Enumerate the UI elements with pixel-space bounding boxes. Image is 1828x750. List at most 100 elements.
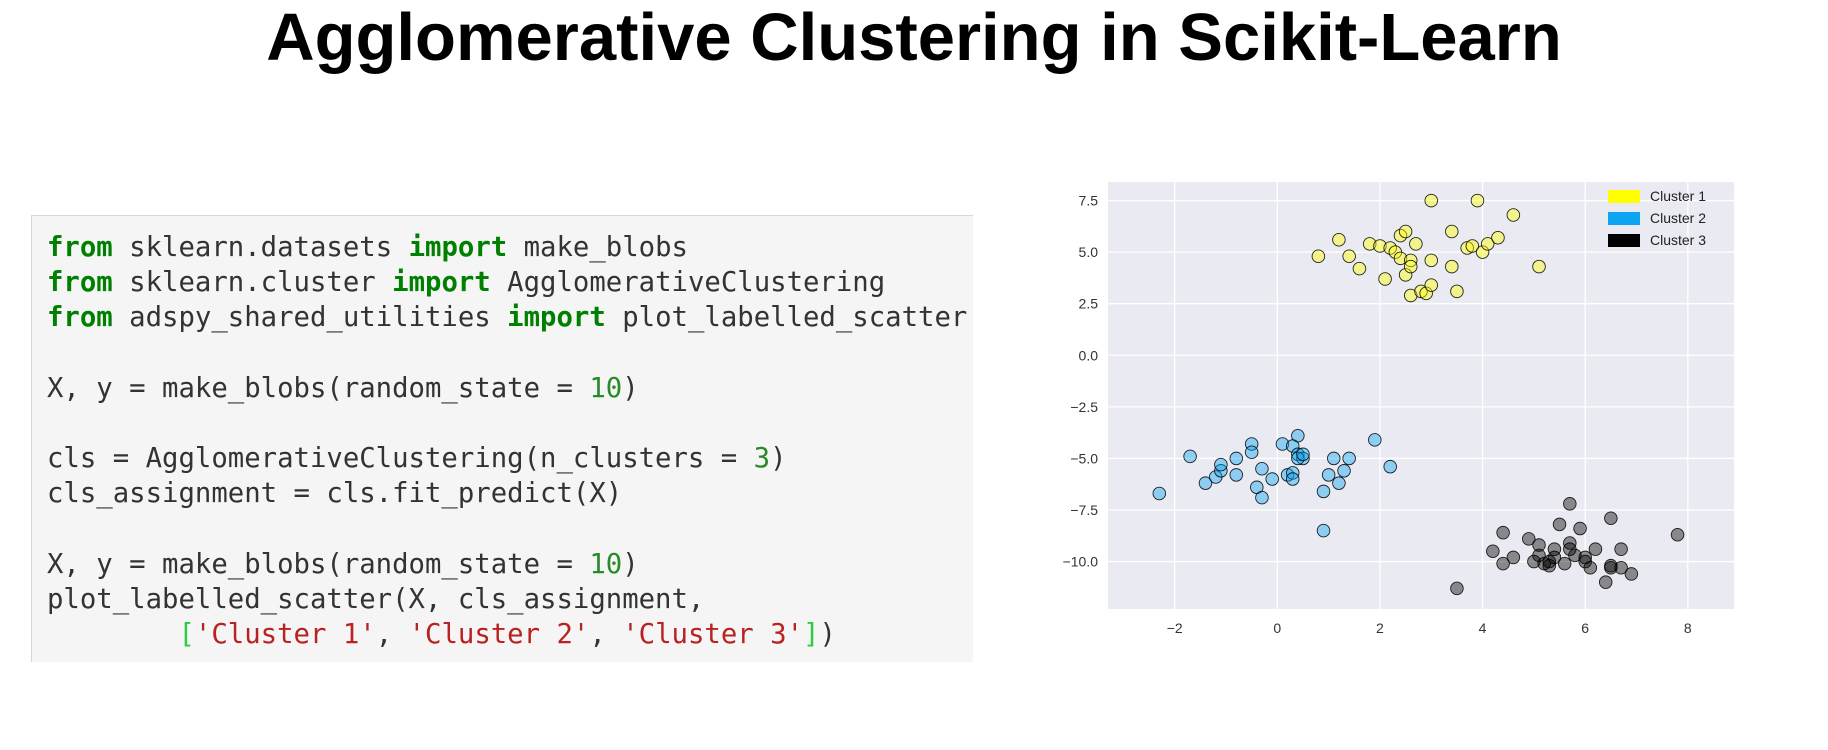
code-token: ] [803,619,820,651]
legend-label: Cluster 1 [1650,188,1706,204]
code-token: [ [178,619,195,651]
data-point [1198,476,1213,490]
code-token: 'Cluster 1' [194,619,376,651]
code-token: plot_labelled_scatter(X, cls_assignment, [47,583,705,615]
x-tick-label: 6 [1581,620,1589,636]
code-token: 'Cluster 2' [408,619,590,651]
y-tick-label: −7.5 [1070,502,1098,518]
data-point [1532,538,1546,552]
y-tick-label: −5.0 [1070,450,1098,466]
x-tick-label: 0 [1273,620,1281,636]
data-point [1470,193,1485,208]
x-tick-label: −2 [1167,620,1183,636]
code-token: ) [770,443,787,475]
data-point [1321,468,1336,482]
data-point [1670,527,1685,542]
code-token: cls = AgglomerativeClustering(n_clusters… [47,443,754,475]
code-token [47,619,178,650]
data-point [1265,472,1279,486]
code-token: plot_labelled_scatter [605,302,968,334]
data-point [1409,237,1423,251]
data-point [1450,284,1464,299]
data-point [1398,224,1413,239]
data-point [1285,472,1300,486]
code-line [47,406,967,441]
data-point [1532,259,1546,274]
data-point [1604,558,1618,573]
code-token: cls_assignment = cls.fit_predict(X) [47,478,623,510]
data-point [1285,439,1300,453]
data-point [1296,447,1310,462]
y-tick-label: −2.5 [1070,399,1098,415]
data-point [1588,542,1603,556]
legend-swatch [1608,190,1640,203]
code-token: import [392,267,491,299]
data-point [1403,288,1418,303]
data-point [1275,437,1290,451]
data-point [1311,249,1326,264]
y-tick-label: 0.0 [1079,347,1099,363]
code-token: , [589,619,623,651]
y-tick-label: 7.5 [1079,193,1099,209]
code-cell[interactable]: from sklearn.datasets import make_blobs f… [31,215,973,662]
data-point [1244,445,1259,459]
data-point [1378,272,1392,286]
code-token: from [47,267,113,299]
y-tick-label: 5.0 [1079,244,1099,260]
data-point [1568,548,1582,563]
data-point [1496,556,1510,571]
data-point [1506,550,1521,565]
code-token: ) [622,548,639,580]
legend-label: Cluster 2 [1650,210,1706,226]
data-point [1398,268,1413,282]
code-token: import [408,232,508,263]
data-point [1552,517,1567,532]
data-point [1604,511,1618,525]
code-token: make_blobs [507,232,688,263]
data-point [1342,451,1356,466]
data-point [1368,433,1382,447]
data-point [1327,451,1341,466]
data-point [1583,560,1598,575]
code-token: from [47,302,113,334]
data-point [1229,451,1244,466]
code-token: 'Cluster 3' [622,619,804,651]
plot-area [1108,182,1734,609]
code-token: 10 [589,372,623,404]
data-point [1450,581,1464,596]
data-point [1496,525,1510,540]
data-point [1424,278,1439,292]
data-point [1563,497,1577,511]
code-token: ) [622,372,639,404]
data-point [1332,233,1346,247]
data-point [1486,544,1500,558]
data-point [1614,560,1628,575]
data-point [1445,224,1459,239]
data-point [1255,490,1269,505]
code-block: from sklearn.datasets import make_blobs f… [47,230,967,652]
code-token: from [47,232,113,263]
data-point [1542,558,1557,573]
data-point [1337,464,1351,478]
data-point [1403,259,1418,274]
code-line: cls = AgglomerativeClustering(n_clusters… [47,441,967,476]
data-point [1598,575,1613,589]
code-line [47,512,967,547]
data-point [1614,542,1628,556]
slide-title: Agglomerative Clustering in Scikit-Learn [266,0,1562,75]
y-tick-label: −10.0 [1063,554,1099,570]
data-point [1491,230,1505,245]
code-token: adspy_shared_utilities [112,302,508,334]
data-point [1480,237,1495,251]
legend-swatch [1608,234,1640,247]
code-token: 10 [589,548,623,580]
scatter-chart-container: −2 0 2 4 6 8 7.5 5.0 2.5 0.0 −2.5 −5.0 −7.5 −10.0 Clus… [990,170,1828,720]
data-point [1527,554,1541,569]
code-token: AgglomerativeClustering [490,267,886,299]
data-point [1475,245,1490,259]
data-point [1465,239,1480,253]
data-point [1419,286,1433,301]
code-line: from sklearn.cluster import Agglomerativ… [47,265,967,300]
code-line: cls_assignment = cls.fit_predict(X) [47,476,967,511]
x-tick-label: 4 [1479,620,1487,636]
